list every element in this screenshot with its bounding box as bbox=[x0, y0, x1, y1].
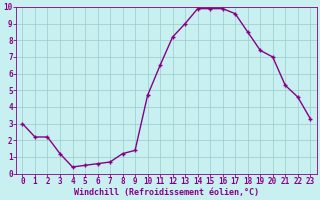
X-axis label: Windchill (Refroidissement éolien,°C): Windchill (Refroidissement éolien,°C) bbox=[74, 188, 259, 197]
